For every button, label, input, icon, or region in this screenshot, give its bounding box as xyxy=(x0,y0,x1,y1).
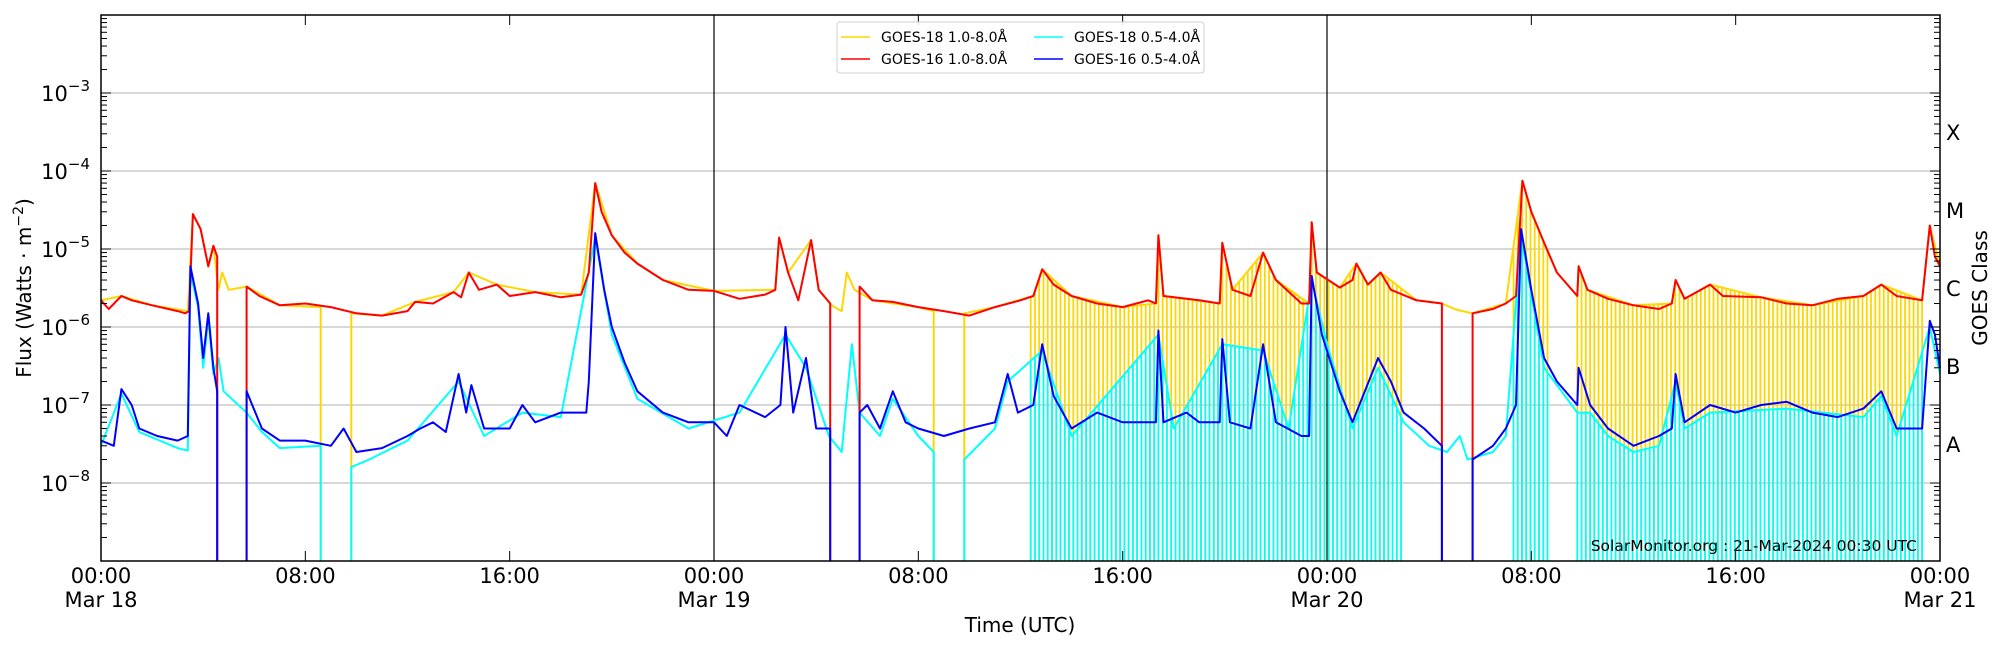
goes-class-label: C xyxy=(1946,277,1961,301)
y-tick-base: 10 xyxy=(41,82,68,106)
x-tick-date: Mar 20 xyxy=(1290,588,1363,612)
goes-class-label: X xyxy=(1946,121,1960,145)
series-line xyxy=(100,179,1941,561)
goes-class-label: A xyxy=(1946,433,1961,457)
legend-box xyxy=(836,21,1205,74)
y-tick-label: 10−7 xyxy=(41,389,90,418)
x-tick-date: Mar 18 xyxy=(64,588,137,612)
plot-frame xyxy=(100,14,1941,562)
x-tick-label: 08:00 xyxy=(888,564,949,588)
series-goes-16-0-5-4-0- xyxy=(100,228,1941,561)
plot-series xyxy=(100,179,1941,561)
grid xyxy=(101,92,1940,484)
y-axis-label-main: Flux (Watts · m xyxy=(12,227,36,378)
x-tick-label: 16:00 xyxy=(479,564,540,588)
legend-label: GOES-16 0.5-4.0Å xyxy=(1074,51,1200,68)
series-line xyxy=(100,228,1941,561)
y-tick-base: 10 xyxy=(41,316,68,340)
legend-label: GOES-16 1.0-8.0Å xyxy=(881,51,1007,68)
y-tick-label: 10−6 xyxy=(41,311,90,340)
y-tick-label: 10−8 xyxy=(41,467,90,496)
x-tick-label: 08:00 xyxy=(275,564,336,588)
legend: GOES-18 1.0-8.0Å GOES-18 0.5-4.0Å GOES-16 … xyxy=(836,21,1205,74)
y-tick-base: 10 xyxy=(41,472,68,496)
goes-class-label: M xyxy=(1946,199,1964,223)
x-axis-label: Time (UTC) xyxy=(964,613,1076,637)
series-goes-16-1-0-8-0- xyxy=(100,179,1941,561)
y-tick-base: 10 xyxy=(41,238,68,262)
series-goes-18-0-5-4-0- xyxy=(100,234,1941,561)
y-tick-exponent: −4 xyxy=(68,155,90,173)
day-boundary-lines xyxy=(713,15,1328,561)
y-tick-label: 10−5 xyxy=(41,233,90,262)
y-tick-label: 10−3 xyxy=(41,77,90,106)
y-tick-base: 10 xyxy=(41,160,68,184)
y-axis-label-exp: −2 xyxy=(11,206,27,227)
y-tick-exponent: −6 xyxy=(68,311,90,329)
x-tick-label: 00:00 xyxy=(684,564,745,588)
x-tick-label: 08:00 xyxy=(1501,564,1562,588)
y-tick-label: 10−4 xyxy=(41,155,90,184)
x-tick-label: 00:00 xyxy=(1910,564,1971,588)
y-tick-exponent: −5 xyxy=(68,233,90,251)
y-tick-base: 10 xyxy=(41,394,68,418)
x-tick-label: 16:00 xyxy=(1092,564,1153,588)
legend-label: GOES-18 1.0-8.0Å xyxy=(881,29,1007,46)
y-axis-label-close: ) xyxy=(12,198,36,206)
y-tick-exponent: −3 xyxy=(68,77,90,95)
x-tick-label: 00:00 xyxy=(71,564,132,588)
annotation: SolarMonitor.org : 21-Mar-2024 00:30 UTC xyxy=(1591,537,1917,555)
y-tick-exponent: −7 xyxy=(68,389,90,407)
y-tick-exponent: −8 xyxy=(68,467,90,485)
x-tick-label: 00:00 xyxy=(1297,564,1358,588)
legend-label: GOES-18 0.5-4.0Å xyxy=(1074,29,1200,46)
series-line xyxy=(100,234,1941,561)
goes-class-label: B xyxy=(1946,355,1960,379)
x-tick-date: Mar 21 xyxy=(1903,588,1976,612)
x-tick-date: Mar 19 xyxy=(677,588,750,612)
right-axis-label: GOES Class xyxy=(1968,230,1992,346)
y-axis-label: Flux (Watts · m−2) xyxy=(11,198,36,378)
x-tick-label: 16:00 xyxy=(1705,564,1766,588)
